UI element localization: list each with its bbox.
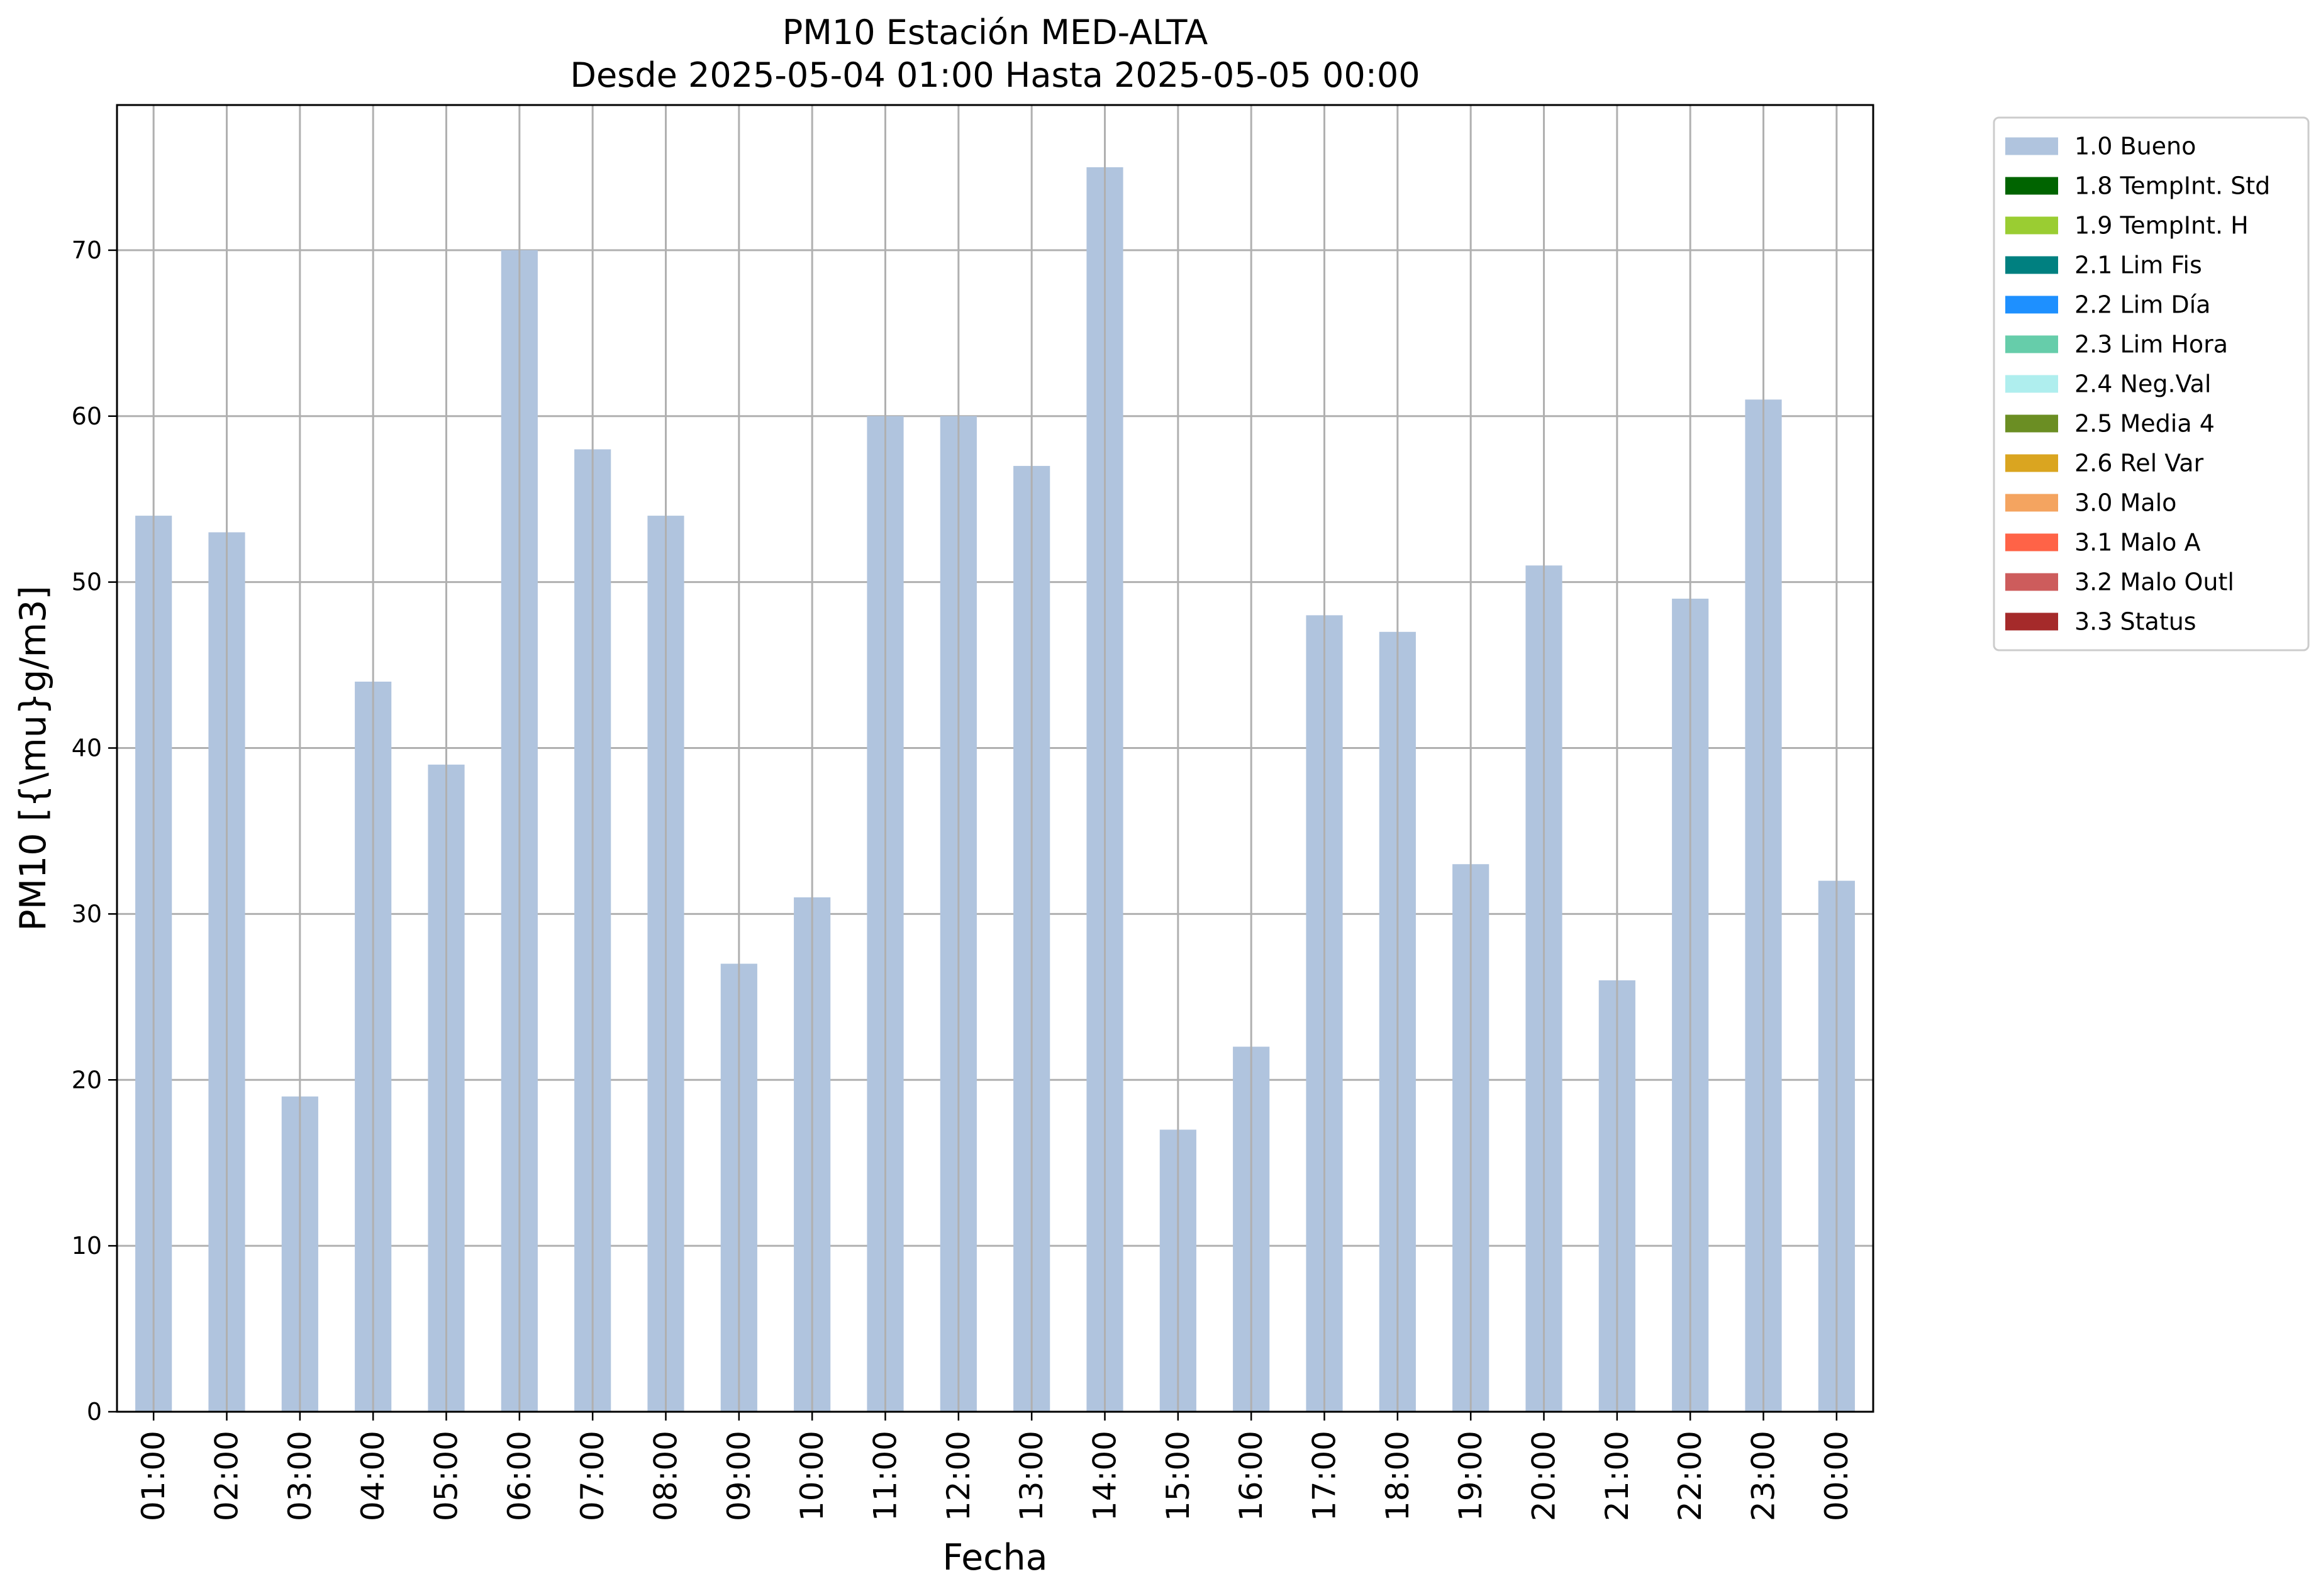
x-tick-label: 17:00 [1306, 1431, 1343, 1521]
legend: 1.0 Bueno 1.8 TempInt. Std 1.9 TempInt. H 2… [1993, 116, 2310, 651]
y-tick-label: 50 [72, 568, 102, 596]
legend-swatch [2005, 335, 2058, 353]
x-tick-label: 08:00 [648, 1431, 684, 1521]
legend-label: 3.2 Malo Outl [2074, 568, 2234, 596]
x-tick-label: 13:00 [1013, 1431, 1050, 1521]
x-axis: 01:00 02:00 03:00 04:00 05:00 06:00 07:00 08:00… [135, 1412, 1855, 1521]
x-tick-label: 15:00 [1160, 1431, 1196, 1521]
x-tick-label: 22:00 [1672, 1431, 1708, 1521]
x-tick-label: 19:00 [1452, 1431, 1489, 1521]
legend-label: 1.9 TempInt. H [2074, 212, 2249, 240]
x-tick-label: 06:00 [501, 1431, 538, 1521]
legend-label: 2.6 Rel Var [2074, 450, 2204, 477]
x-tick-label: 05:00 [428, 1431, 465, 1521]
legend-swatch [2005, 216, 2058, 235]
legend-label: 2.1 Lim Fis [2074, 252, 2202, 279]
x-tick-label: 14:00 [1087, 1431, 1123, 1521]
chart-subtitle: Desde 2025-05-04 01:00 Hasta 2025-05-05 … [570, 55, 1420, 95]
x-tick-label: 21:00 [1599, 1431, 1635, 1521]
chart-title: PM10 Estación MED-ALTA [782, 13, 1208, 52]
legend-swatch [2005, 137, 2058, 155]
grid-lines [117, 249, 1873, 1413]
legend-swatch [2005, 375, 2058, 393]
x-tick-label: 07:00 [574, 1431, 611, 1521]
legend-swatch [2005, 494, 2058, 512]
legend-label: 2.3 Lim Hora [2074, 331, 2228, 358]
x-grid-lines [152, 105, 1838, 1412]
y-tick-label: 70 [72, 236, 102, 264]
y-tick-label: 40 [72, 734, 102, 762]
legend-label: 2.2 Lim Día [2074, 291, 2210, 319]
x-tick-label: 23:00 [1745, 1431, 1782, 1521]
legend-label: 3.0 Malo [2074, 489, 2176, 517]
x-axis-label: Fecha [942, 1537, 1047, 1578]
legend-frame [1993, 116, 2310, 651]
legend-label: 3.1 Malo A [2074, 529, 2200, 557]
legend-label: 1.0 Bueno [2074, 133, 2196, 160]
y-tick-label: 10 [72, 1232, 102, 1260]
x-tick-label: 20:00 [1526, 1431, 1562, 1521]
y-tick-label: 60 [72, 402, 102, 430]
legend-label: 3.3 Status [2074, 608, 2196, 636]
legend-swatch [2005, 177, 2058, 195]
x-tick-label: 10:00 [794, 1431, 830, 1521]
x-tick-label: 16:00 [1233, 1431, 1269, 1521]
legend-swatch [2005, 414, 2058, 433]
legend-label: 2.4 Neg.Val [2074, 370, 2211, 398]
y-tick-label: 30 [72, 900, 102, 928]
x-tick-label: 01:00 [135, 1431, 172, 1521]
legend-swatch [2005, 612, 2058, 631]
y-tick-label: 0 [87, 1398, 102, 1426]
legend-label: 1.8 TempInt. Std [2074, 172, 2270, 200]
y-axis-label: PM10 [{\mu}g/m3] [13, 585, 54, 931]
x-tick-label: 02:00 [209, 1431, 245, 1521]
legend-swatch [2005, 296, 2058, 314]
x-tick-label: 18:00 [1379, 1431, 1416, 1521]
x-tick-label: 12:00 [940, 1431, 977, 1521]
x-tick-label: 00:00 [1818, 1431, 1855, 1521]
x-tick-label: 04:00 [355, 1431, 391, 1521]
x-tick-label: 11:00 [867, 1431, 904, 1521]
legend-swatch [2005, 573, 2058, 591]
legend-label: 2.5 Media 4 [2074, 410, 2215, 438]
plot-frame [116, 104, 1874, 1413]
x-tick-label: 09:00 [721, 1431, 757, 1521]
x-tick-label: 03:00 [282, 1431, 318, 1521]
legend-swatch [2005, 454, 2058, 472]
y-tick-label: 20 [72, 1066, 102, 1094]
legend-swatch [2005, 256, 2058, 274]
y-axis: 0 10 20 30 40 50 60 70 [72, 236, 117, 1426]
legend-swatch [2005, 533, 2058, 551]
